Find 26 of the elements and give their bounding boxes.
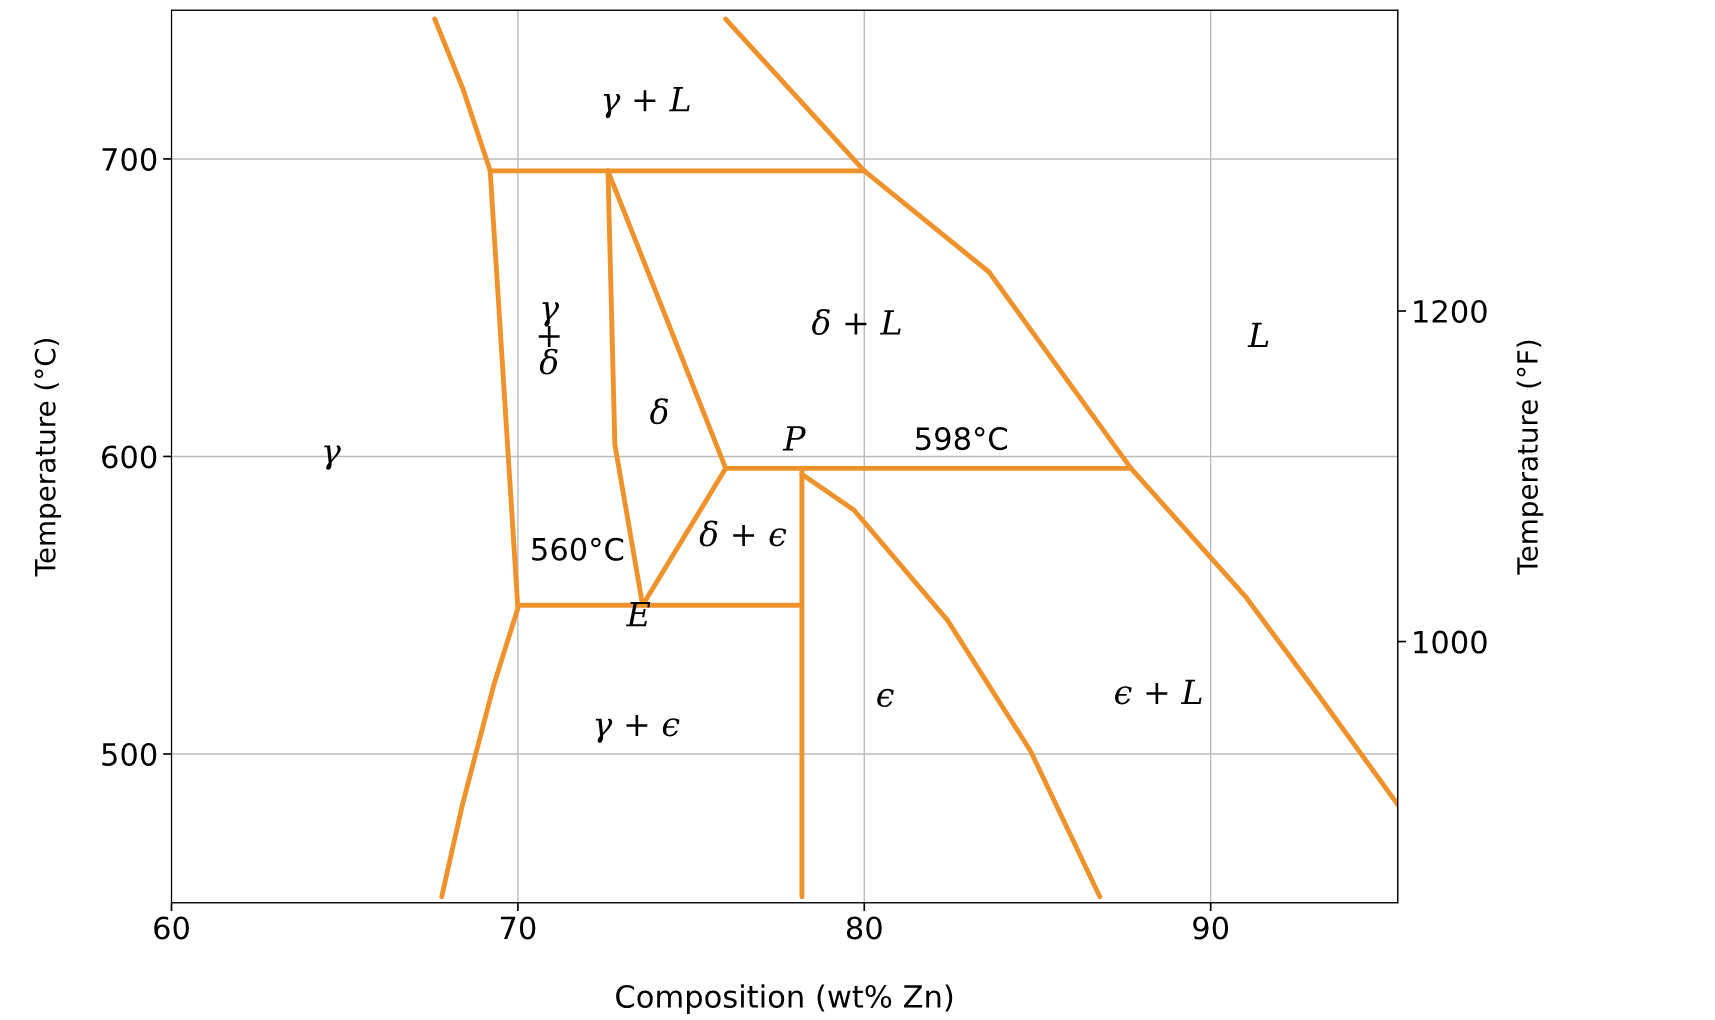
y-tick-label: 700: [102, 147, 157, 171]
annotation: δ: [650, 398, 669, 425]
annotation: 598°C: [916, 427, 1007, 451]
annotation: δ + ϵ: [699, 520, 787, 547]
annotation: γ + L: [603, 86, 690, 119]
annotation: γ + δ: [538, 302, 560, 375]
x-tick-label: 90: [1193, 916, 1229, 940]
y2-axis-title: Temperature (°F): [1516, 340, 1544, 575]
x-tick-label: 60: [154, 916, 189, 940]
x-axis-title: Composition (wt% Zn): [616, 984, 953, 1014]
annotation: ϵ: [877, 688, 894, 708]
x-tick-label: 70: [500, 916, 536, 940]
y2-tick-label: 1200: [1414, 299, 1487, 324]
y2-tick-label: 1000: [1414, 630, 1487, 654]
annotation: E: [626, 602, 651, 627]
annotation: L: [1247, 322, 1269, 347]
y-axis-title: Temperature (°C): [34, 338, 62, 577]
y-tick-label: 500: [102, 742, 157, 766]
annotation: 560°C: [532, 537, 624, 561]
x-tick-label: 80: [846, 916, 882, 940]
annotation: γ: [324, 445, 341, 470]
y-tick-label: 600: [102, 445, 157, 469]
annotation: γ + ϵ: [595, 715, 680, 743]
annotation: δ + L: [811, 308, 901, 335]
annotation: ϵ + L: [1115, 679, 1202, 705]
annotation: P: [782, 426, 806, 451]
